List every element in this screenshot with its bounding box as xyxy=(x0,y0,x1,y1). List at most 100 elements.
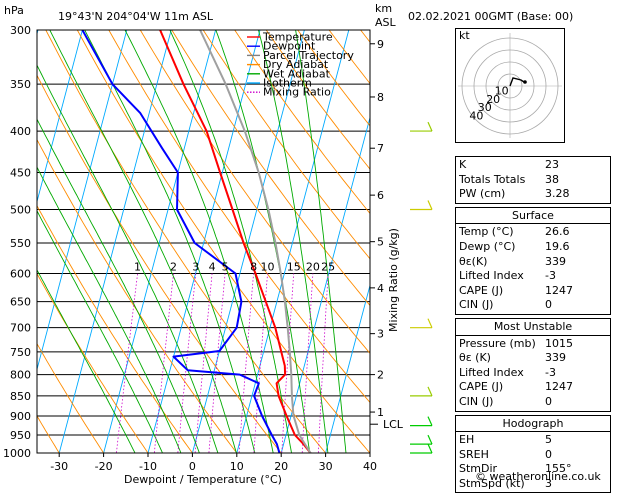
temperature-tick-label: -10 xyxy=(139,460,157,473)
index-label: CIN (J) xyxy=(459,395,493,410)
km-tick-label: 4 xyxy=(377,282,384,295)
km-tick-label: 9 xyxy=(377,38,384,51)
index-row: Pressure (mb) 1015 xyxy=(459,337,607,352)
wet-adiabat-line xyxy=(38,6,241,470)
index-label: Pressure (mb) xyxy=(459,337,536,352)
index-row: CAPE (J) 1247 xyxy=(459,284,607,299)
index-row: θε (K) 339 xyxy=(459,351,607,366)
mixing-ratio-label: 25 xyxy=(321,261,335,274)
index-row: Lifted Index-3 xyxy=(459,366,607,381)
mixing-ratio-label: 3 xyxy=(192,261,199,274)
mixing-ratio-line xyxy=(114,274,137,471)
index-value: 0 xyxy=(545,298,607,313)
mixing-ratio-axis-label: Mixing Ratio (g/kg) xyxy=(387,228,400,332)
index-row: SREH 0 xyxy=(459,448,607,463)
index-row: PW (cm) 3.28 xyxy=(459,187,607,202)
index-value: 26.6 xyxy=(545,225,607,240)
index-value: 339 xyxy=(545,351,607,366)
x-axis-label: Dewpoint / Temperature (°C) xyxy=(124,473,282,486)
hodograph-ring-label: 40 xyxy=(469,110,483,123)
mixing-ratio-label: 10 xyxy=(261,261,275,274)
section-title: Surface xyxy=(456,209,610,225)
isotherm-line xyxy=(144,6,267,470)
pressure-tick-label: 450 xyxy=(10,166,31,179)
km-tick-label: 7 xyxy=(377,142,384,155)
index-label: Dewp (°C) xyxy=(459,240,515,255)
pressure-tick-label: 750 xyxy=(10,346,31,359)
height-unit-label: km xyxy=(375,2,392,15)
index-value: -3 xyxy=(545,269,607,284)
index-label: CIN (J) xyxy=(459,298,493,313)
mixing-ratio-label: 4 xyxy=(209,261,216,274)
index-label: Temp (°C) xyxy=(459,225,514,240)
mixing-ratio-line xyxy=(153,274,174,471)
pressure-tick-label: 850 xyxy=(10,390,31,403)
pressure-tick-label: 1000 xyxy=(3,447,31,460)
pressure-unit-label: hPa xyxy=(4,4,24,17)
wind-barb xyxy=(410,122,432,131)
pressure-tick-label: 300 xyxy=(10,24,31,37)
mixing-ratio-label: 1 xyxy=(134,261,141,274)
index-label: CAPE (J) xyxy=(459,284,503,299)
index-value: 1015 xyxy=(545,337,607,352)
legend-label: Mixing Ratio xyxy=(263,86,331,99)
index-label: SREH xyxy=(459,448,489,463)
index-label: CAPE (J) xyxy=(459,380,503,395)
km-tick-label: 1 xyxy=(377,406,384,419)
temperature-tick-label: -30 xyxy=(50,460,68,473)
index-value: 3.28 xyxy=(545,187,607,202)
index-value: 339 xyxy=(545,255,607,270)
mixing-ratio-label: 5 xyxy=(222,261,229,274)
index-value: 1247 xyxy=(545,380,607,395)
mixing-ratio-label: 20 xyxy=(306,261,320,274)
index-row: Dewp (°C) 19.6 xyxy=(459,240,607,255)
index-value: -3 xyxy=(545,366,607,381)
index-row: CIN (J) 0 xyxy=(459,298,607,313)
km-tick-label: 8 xyxy=(377,91,384,104)
pressure-tick-label: 700 xyxy=(10,322,31,335)
mixing-ratio-label: 15 xyxy=(287,261,301,274)
index-row: Temp (°C) 26.6 xyxy=(459,225,607,240)
pressure-tick-label: 500 xyxy=(10,203,31,216)
wind-barb xyxy=(410,417,432,426)
temperature-tick-label: 0 xyxy=(189,460,196,473)
index-row: Lifted Index -3 xyxy=(459,269,607,284)
index-value: 0 xyxy=(545,448,607,463)
series-dewpoint xyxy=(82,30,279,453)
datetime-label: 02.02.2021 00GMT (Base: 00) xyxy=(408,10,573,23)
temperature-tick-label: 20 xyxy=(274,460,288,473)
pressure-tick-label: 600 xyxy=(10,268,31,281)
temperature-tick-label: 40 xyxy=(363,460,377,473)
index-value: 5 xyxy=(545,433,607,448)
km-tick-label: 2 xyxy=(377,369,384,382)
index-value: 1247 xyxy=(545,284,607,299)
index-label: θε (K) xyxy=(459,351,491,366)
mixing-ratio-line xyxy=(176,274,196,471)
index-value: 19.6 xyxy=(545,240,607,255)
index-row: CAPE (J) 1247 xyxy=(459,380,607,395)
lcl-label: LCL xyxy=(383,418,404,431)
location-label: 19°43'N 204°04'W 11m ASL xyxy=(58,10,214,23)
mixing-ratio-label: 8 xyxy=(250,261,257,274)
index-label: PW (cm) xyxy=(459,187,505,202)
pressure-tick-label: 900 xyxy=(10,410,31,423)
mixing-ratio-label: 2 xyxy=(170,261,177,274)
index-label: θε(K) xyxy=(459,255,487,270)
temperature-tick-label: -20 xyxy=(95,460,113,473)
temperature-tick-label: 10 xyxy=(230,460,244,473)
hodograph-unit-label: kt xyxy=(459,29,470,42)
index-label: Totals Totals xyxy=(459,173,525,188)
index-label: EH xyxy=(459,433,474,448)
wind-barb xyxy=(410,319,432,328)
hodograph-storm-motion xyxy=(523,80,527,84)
pressure-tick-label: 650 xyxy=(10,296,31,309)
index-label: Lifted Index xyxy=(459,269,524,284)
index-value: 23 xyxy=(545,158,607,173)
index-row: CIN (J)0 xyxy=(459,395,607,410)
index-row: θε(K) 339 xyxy=(459,255,607,270)
